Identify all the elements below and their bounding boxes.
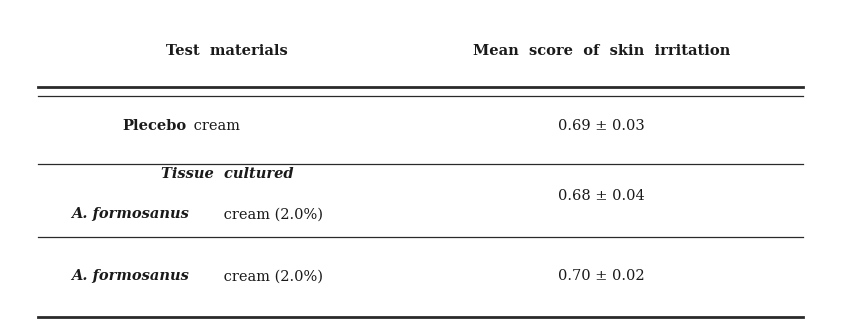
Text: cream: cream [189, 119, 241, 133]
Text: 0.68 ± 0.04: 0.68 ± 0.04 [558, 189, 645, 203]
Text: Test  materials: Test materials [167, 44, 288, 58]
Text: Plecebo: Plecebo [122, 119, 186, 133]
Text: A. formosanus: A. formosanus [71, 207, 189, 221]
Text: cream (2.0%): cream (2.0%) [219, 207, 323, 221]
Text: Tissue  cultured: Tissue cultured [161, 167, 294, 181]
Text: 0.70 ± 0.02: 0.70 ± 0.02 [558, 269, 645, 283]
Text: A. formosanus: A. formosanus [71, 269, 189, 283]
Text: 0.69 ± 0.03: 0.69 ± 0.03 [558, 119, 645, 133]
Text: cream (2.0%): cream (2.0%) [219, 269, 323, 283]
Text: Mean  score  of  skin  irritation: Mean score of skin irritation [473, 44, 730, 58]
